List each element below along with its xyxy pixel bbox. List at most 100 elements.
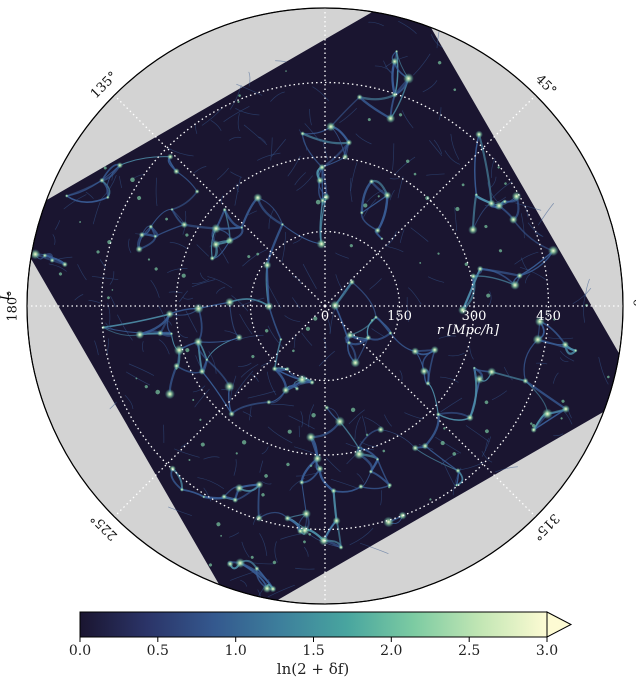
halo [607,375,610,379]
filament [128,363,155,376]
filament [309,108,312,126]
filament [91,276,119,280]
filament [88,299,102,304]
filament [431,34,443,48]
colorbar-tick-label: 2.5 [458,643,480,659]
filament [398,20,417,34]
filament [248,406,252,421]
filament [339,107,357,123]
halo [348,278,356,286]
halo [303,540,306,544]
halo [221,493,228,500]
filament [514,202,542,211]
filament [385,230,397,247]
halo [553,318,556,321]
filament [450,133,460,160]
halo [135,377,138,380]
filament [259,460,264,473]
halo [504,182,507,185]
halo [475,130,483,139]
halo [309,464,313,467]
halo [292,349,295,353]
halo [185,233,189,237]
colorbar: 0.0 0.5 1.0 1.5 2.0 2.5 3.0 ln(2 + δf) [69,611,573,678]
halo [147,258,151,261]
halo [484,224,488,229]
colorbar-tick-label: 1.0 [225,643,247,659]
filament [485,438,489,451]
filament [248,71,251,87]
halo [502,199,508,204]
filament [553,372,559,384]
colorbar-tick-label: 3.0 [536,643,558,659]
halo [421,442,429,450]
filament [572,287,592,304]
halo [332,516,341,525]
filament [194,388,210,408]
filament [454,207,458,231]
filament [208,351,217,374]
halo [185,348,190,353]
halo [313,316,318,321]
colorbar-extend-max [546,611,573,638]
halo [484,400,489,405]
filament [433,139,443,154]
halo [247,255,251,259]
halo [561,404,570,414]
filament [235,183,240,193]
halo [254,565,260,572]
filament [408,287,422,305]
halo [135,245,143,253]
halo [573,348,578,353]
radial-gridline [100,81,550,531]
filament [118,176,122,189]
halo [253,193,263,203]
halo [363,203,368,208]
halo [452,452,457,456]
filament [270,91,285,102]
filament [293,335,296,349]
filament [241,541,250,558]
filament [155,177,158,206]
halo [398,511,407,520]
halo [370,319,374,322]
filament [287,155,301,177]
filament [235,108,260,116]
filament [168,506,192,516]
filament [292,235,303,244]
filament [465,425,490,443]
halo [208,563,213,567]
halo [261,493,265,497]
halo [264,474,268,478]
filament [105,322,115,331]
halo [220,534,223,537]
halo [224,297,235,307]
halo [466,413,474,422]
halo [209,255,215,261]
filament [296,175,313,191]
halo [222,207,227,212]
filament [268,208,275,229]
filament [231,295,249,312]
halo [240,225,244,230]
halo [193,303,204,314]
halo [454,483,459,487]
angular-tick-label: 45° [532,72,559,99]
filament [439,376,459,383]
filament [242,411,253,418]
filament [327,319,331,335]
filament [440,397,463,413]
halo [346,340,352,346]
filament [369,278,382,290]
halo [383,191,392,200]
halo [153,234,158,239]
filament [350,177,353,202]
filament [223,106,250,122]
filament [243,124,268,145]
halo [30,249,41,260]
halo [205,358,209,362]
halo [359,210,364,215]
filament [487,182,498,203]
filament [366,188,385,203]
